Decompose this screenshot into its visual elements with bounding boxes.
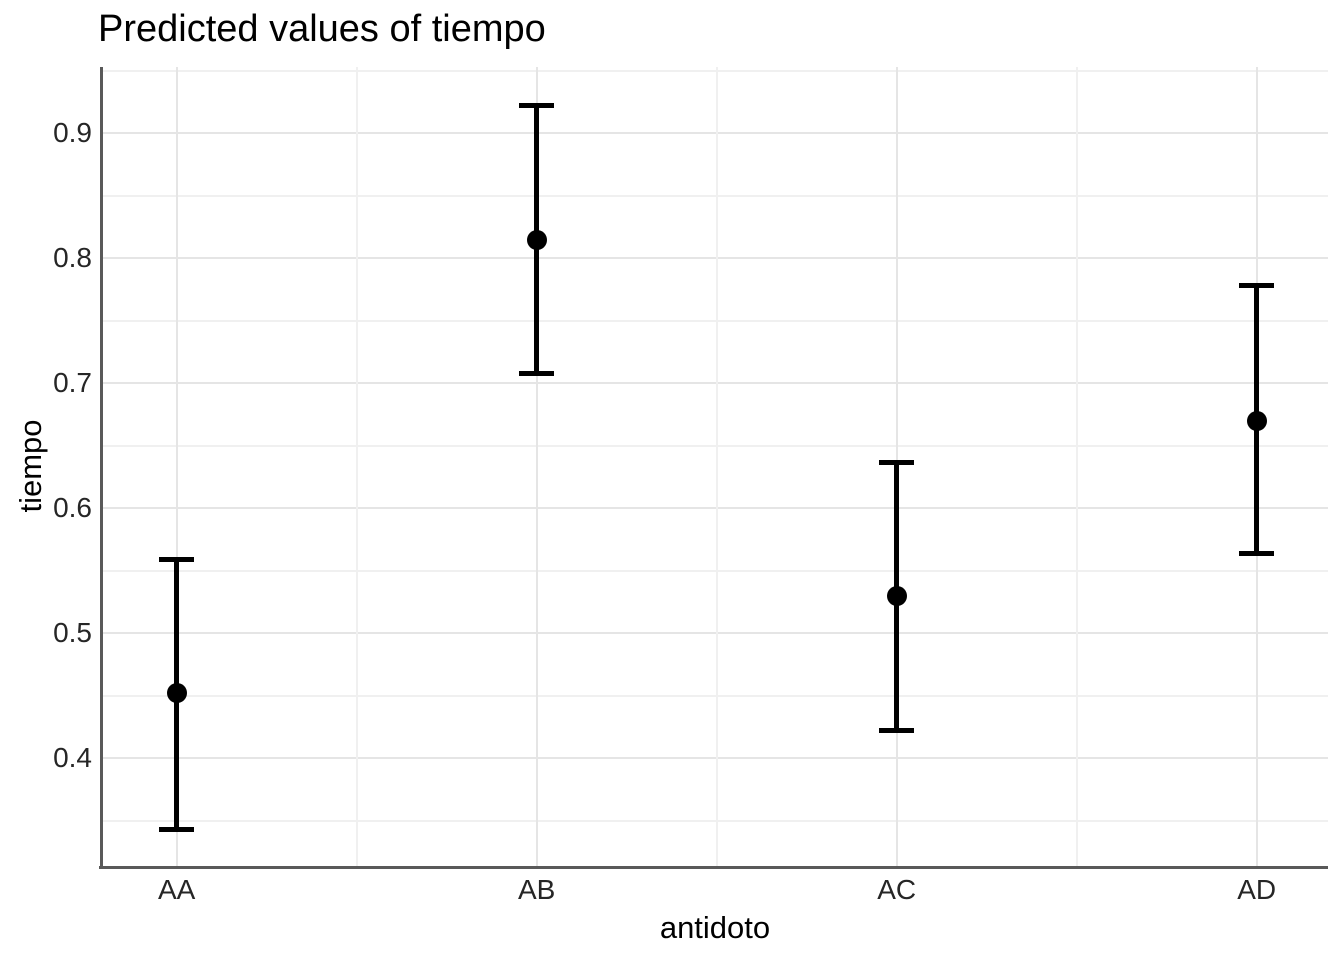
y-axis-line xyxy=(99,67,103,869)
gridline-y-minor xyxy=(102,569,1328,572)
x-tick-label: AC xyxy=(877,874,917,905)
gridline-y-minor xyxy=(102,694,1328,697)
chart-title: Predicted values of tiempo xyxy=(98,8,546,50)
y-tick-label: 0.5 xyxy=(53,617,92,649)
ci-cap-top-AC xyxy=(879,459,915,465)
point-AD xyxy=(1246,410,1267,431)
point-AB xyxy=(526,229,547,250)
gridline-x-minor xyxy=(715,67,718,866)
y-tick-label: 0.9 xyxy=(53,117,92,149)
gridline-y-minor xyxy=(102,819,1328,822)
plot-panel xyxy=(99,67,1328,869)
y-tick-label: 0.4 xyxy=(53,742,92,774)
ci-cap-bottom-AA xyxy=(159,827,195,833)
gridline-y-major xyxy=(102,507,1328,510)
x-axis-line xyxy=(99,866,1328,869)
gridline-y-major xyxy=(102,132,1328,135)
gridline-x-major xyxy=(175,67,178,866)
gridline-x-major xyxy=(535,67,538,866)
y-tick-label: 0.6 xyxy=(53,492,92,524)
gridline-x-minor xyxy=(355,67,358,866)
y-tick-label: 0.8 xyxy=(53,242,92,274)
ci-cap-top-AB xyxy=(519,103,555,109)
point-AA xyxy=(166,683,187,704)
y-axis-title: tiempo xyxy=(13,419,48,513)
gridline-y-major xyxy=(102,257,1328,260)
point-AC xyxy=(886,585,907,606)
ci-cap-bottom-AB xyxy=(519,370,555,376)
y-tick-label: 0.7 xyxy=(53,367,92,399)
ci-cap-bottom-AD xyxy=(1239,550,1275,556)
gridline-y-minor xyxy=(102,69,1328,72)
ci-cap-bottom-AC xyxy=(879,728,915,734)
gridline-y-minor xyxy=(102,194,1328,197)
gridline-y-minor xyxy=(102,444,1328,447)
x-tick-label: AA xyxy=(157,874,196,905)
gridline-x-minor xyxy=(1075,67,1078,866)
gridline-y-major xyxy=(102,382,1328,385)
x-tick-label: AD xyxy=(1237,874,1277,905)
ci-cap-top-AD xyxy=(1239,283,1275,289)
x-axis-title: antidoto xyxy=(659,910,771,945)
x-tick-label: AB xyxy=(517,874,556,905)
gridline-y-major xyxy=(102,757,1328,760)
ci-cap-top-AA xyxy=(159,557,195,563)
gridline-y-major xyxy=(102,632,1328,635)
gridline-y-minor xyxy=(102,319,1328,322)
